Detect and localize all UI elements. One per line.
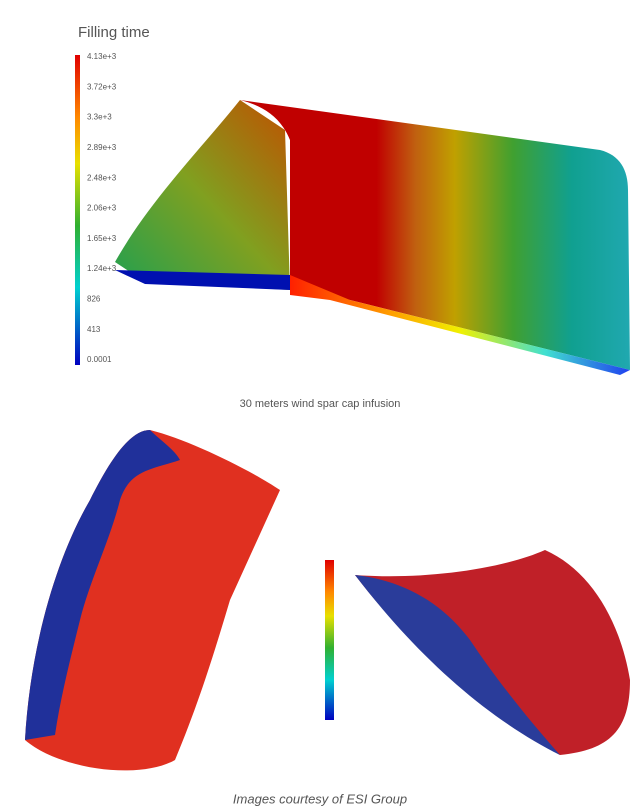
color-bar [75, 55, 80, 365]
shell-left [115, 100, 290, 290]
color-bar-small [325, 560, 334, 720]
blade-right [355, 550, 630, 755]
legend-label: 4.13e+3 [87, 52, 117, 61]
legend-title: Filling time [78, 24, 150, 41]
legend-label: 3.72e+3 [87, 82, 117, 91]
legend-label: 3.3e+3 [87, 113, 112, 122]
legend-label: 413 [87, 325, 101, 334]
legend-labels: 4.13e+3 3.72e+3 3.3e+3 2.89e+3 2.48e+3 2.06e+… [87, 52, 117, 364]
legend-label: 2.06e+3 [87, 204, 117, 213]
legend-label: 1.65e+3 [87, 234, 117, 243]
shell-panel [240, 100, 630, 370]
legend-label: 1.24e+3 [87, 264, 117, 273]
caption: 30 meters wind spar cap infusion [240, 398, 401, 410]
legend-label: 2.48e+3 [87, 173, 117, 182]
credit: Images courtesy of ESI Group [233, 791, 407, 806]
legend-label: 0.0001 [87, 355, 112, 364]
figure: Filling time 4.13e+3 3.72e+3 3.3e+3 2.89e+3… [0, 0, 637, 810]
legend-label: 2.89e+3 [87, 143, 117, 152]
legend-label: 826 [87, 295, 101, 304]
